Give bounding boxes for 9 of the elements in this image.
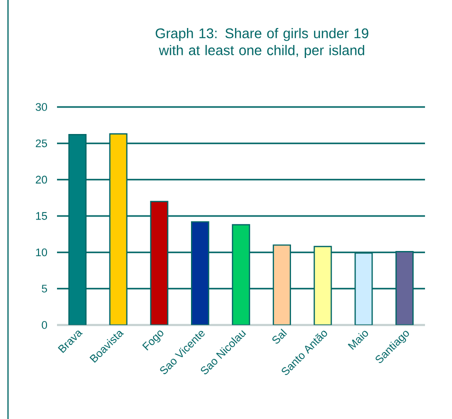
y-tick-label: 20 [36, 176, 48, 184]
chart-title: Graph 13: Share of girls under 19 with at least one child, per island [156, 28, 368, 58]
y-tick-label: 5 [42, 284, 48, 292]
y-tick-label: 15 [36, 212, 48, 220]
y-tick-label: 25 [36, 139, 48, 148]
x-tick-label: Sal [272, 328, 287, 344]
y-tick-label: 30 [36, 103, 48, 111]
y-tick-label: 0 [42, 321, 48, 329]
y-tick-label: 10 [36, 248, 48, 256]
